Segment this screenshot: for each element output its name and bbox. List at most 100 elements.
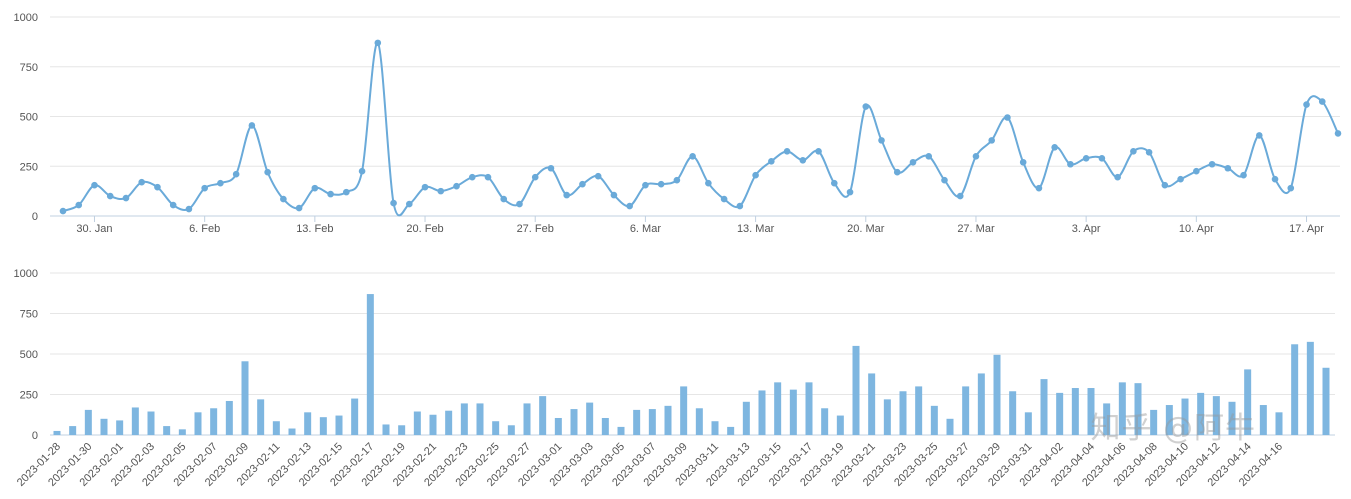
bar bbox=[225, 400, 233, 435]
line-point bbox=[280, 195, 287, 203]
line-point bbox=[862, 103, 870, 110]
bar bbox=[178, 429, 186, 435]
line-point bbox=[1035, 184, 1043, 192]
bar bbox=[1197, 392, 1205, 435]
bar bbox=[758, 390, 766, 435]
line-point bbox=[1287, 184, 1295, 192]
bar bbox=[570, 409, 578, 435]
bar-ytick-label: 1000 bbox=[14, 268, 38, 280]
bar-chart: 025050075010002023-01-282023-01-302023-0… bbox=[14, 268, 1335, 489]
bar bbox=[1118, 382, 1126, 435]
line-point bbox=[1303, 101, 1310, 108]
line-point bbox=[122, 194, 130, 202]
line-point bbox=[169, 201, 177, 209]
line-point bbox=[374, 39, 382, 47]
line-point bbox=[1193, 167, 1200, 175]
bar bbox=[774, 382, 782, 435]
bar bbox=[852, 345, 860, 435]
line-point bbox=[642, 181, 649, 189]
line-point bbox=[878, 137, 885, 144]
bar bbox=[116, 420, 124, 435]
line-point bbox=[673, 176, 681, 184]
line-point bbox=[705, 179, 712, 187]
bar-ytick-label: 250 bbox=[20, 390, 38, 402]
line-point bbox=[358, 167, 366, 175]
line-point bbox=[547, 164, 555, 172]
line-point bbox=[909, 158, 917, 166]
line-point bbox=[1240, 171, 1247, 179]
line-point bbox=[988, 137, 996, 144]
bar bbox=[1322, 367, 1330, 435]
line-ytick-label: 500 bbox=[20, 112, 38, 124]
bar bbox=[1040, 379, 1048, 435]
watermark: 知乎 @阿牛 bbox=[1090, 411, 1256, 446]
line-point bbox=[453, 182, 460, 190]
line-point bbox=[1082, 154, 1090, 162]
line-point bbox=[925, 153, 933, 160]
line-point bbox=[232, 170, 240, 178]
line-point bbox=[657, 180, 665, 188]
line-point bbox=[626, 202, 633, 210]
line-point bbox=[579, 180, 586, 188]
bar bbox=[53, 430, 61, 435]
line-point bbox=[783, 148, 791, 155]
bar bbox=[1103, 403, 1111, 435]
line-point bbox=[421, 183, 429, 191]
bar bbox=[1306, 341, 1314, 435]
bar bbox=[962, 386, 970, 435]
bar bbox=[1244, 369, 1252, 435]
bar bbox=[1024, 412, 1032, 435]
bar-ytick-label: 0 bbox=[32, 430, 38, 442]
bar bbox=[1009, 391, 1017, 435]
bar bbox=[539, 396, 547, 435]
line-point bbox=[59, 207, 67, 215]
bar bbox=[1071, 388, 1079, 435]
bar bbox=[695, 408, 703, 435]
bar bbox=[680, 386, 688, 435]
bar bbox=[946, 418, 954, 435]
bar bbox=[523, 403, 531, 435]
bar bbox=[131, 407, 139, 435]
bar bbox=[492, 421, 500, 435]
bar bbox=[445, 410, 453, 435]
line-xtick-label: 27. Mar bbox=[957, 223, 995, 235]
line-point bbox=[799, 156, 807, 164]
line-point bbox=[830, 179, 838, 187]
line-xtick-label: 30. Jan bbox=[76, 223, 112, 235]
line-point bbox=[1334, 130, 1342, 137]
line-xtick-label: 13. Feb bbox=[296, 223, 333, 235]
bar bbox=[241, 361, 249, 435]
bar bbox=[335, 415, 343, 435]
bar bbox=[476, 403, 484, 435]
line-point bbox=[752, 171, 759, 179]
line-point bbox=[1145, 149, 1153, 156]
bar bbox=[84, 409, 92, 435]
line-point bbox=[689, 153, 696, 160]
line-xtick-label: 6. Feb bbox=[189, 223, 220, 235]
bar bbox=[821, 408, 829, 435]
line-xtick-label: 27. Feb bbox=[517, 223, 554, 235]
bar bbox=[69, 426, 77, 435]
line-point bbox=[138, 178, 146, 186]
line-point bbox=[1067, 160, 1074, 168]
line-point bbox=[610, 191, 618, 199]
bar bbox=[977, 373, 985, 435]
line-ytick-label: 750 bbox=[20, 62, 38, 74]
line-point bbox=[516, 200, 523, 208]
line-point bbox=[1051, 144, 1058, 151]
bar bbox=[147, 411, 155, 435]
bar-ytick-label: 500 bbox=[20, 349, 38, 361]
bar bbox=[1134, 383, 1142, 435]
bar bbox=[413, 411, 421, 435]
bar bbox=[460, 403, 468, 435]
line-xtick-label: 17. Apr bbox=[1289, 223, 1324, 235]
bar bbox=[805, 382, 813, 435]
line-xtick-label: 13. Mar bbox=[737, 223, 775, 235]
line-ytick-label: 1000 bbox=[14, 12, 38, 24]
bar bbox=[1212, 396, 1220, 435]
bar bbox=[507, 425, 515, 435]
line-point bbox=[594, 172, 602, 180]
line-point bbox=[941, 176, 948, 184]
bar bbox=[664, 405, 672, 435]
